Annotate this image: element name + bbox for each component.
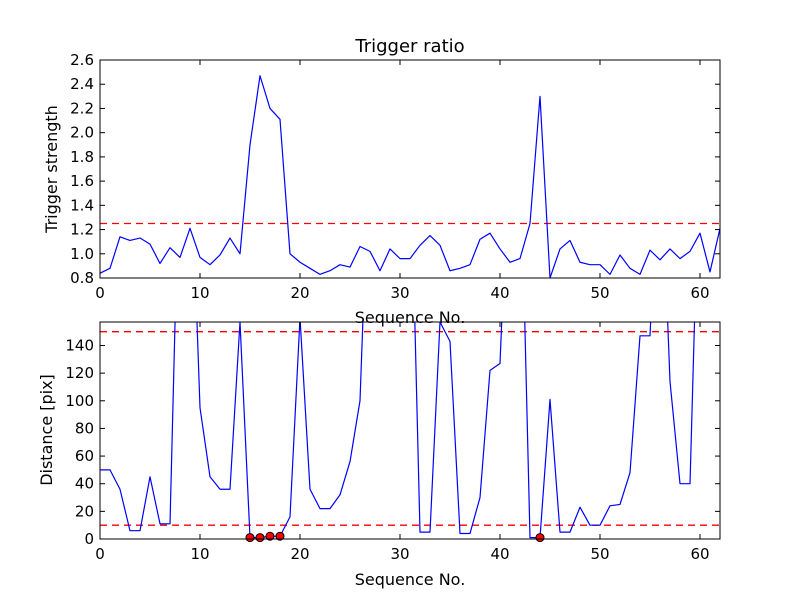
chart-title: Trigger ratio bbox=[354, 36, 464, 57]
y-tick-label: 100 bbox=[65, 392, 94, 410]
y-tick-label: 40 bbox=[75, 475, 94, 493]
series-line bbox=[100, 75, 720, 278]
highlight-point bbox=[265, 531, 275, 541]
highlight-point bbox=[255, 533, 265, 543]
y-tick-label: 1.4 bbox=[70, 196, 94, 214]
highlight-markers bbox=[245, 531, 545, 543]
x-tick-label: 50 bbox=[590, 284, 609, 302]
plot-frame bbox=[99, 321, 721, 540]
y-tick-label: 140 bbox=[65, 336, 94, 354]
y-tick-label: 120 bbox=[65, 364, 94, 382]
x-tick-label: 0 bbox=[95, 545, 105, 563]
y-tick-label: 80 bbox=[75, 419, 94, 437]
x-tick-label: 30 bbox=[390, 284, 409, 302]
y-tick-label: 20 bbox=[75, 502, 94, 520]
y-tick-label: 0.8 bbox=[70, 269, 94, 287]
y-tick-label: 2.2 bbox=[70, 99, 94, 117]
data-lines bbox=[100, 75, 720, 278]
x-tick-label: 40 bbox=[490, 284, 509, 302]
threshold-lines bbox=[100, 331, 720, 526]
x-tick-label: 10 bbox=[190, 284, 209, 302]
y-tick-label: 2.4 bbox=[70, 75, 94, 93]
axis-ticks: 0 10 20 30 40 50 60 0 20 40 60 80 100 120 140 bbox=[65, 322, 720, 563]
distance-panel: Sequence No. Distance [pix] 0 10 20 30 40 50 6… bbox=[37, 321, 721, 589]
x-tick-label: 0 bbox=[95, 284, 105, 302]
y-tick-label: 60 bbox=[75, 447, 94, 465]
highlight-point bbox=[535, 533, 545, 543]
x-tick-label: 20 bbox=[290, 284, 309, 302]
y-tick-label: 1.6 bbox=[70, 172, 94, 190]
y-tick-label: 2.6 bbox=[70, 51, 94, 69]
y-tick-label: 2.0 bbox=[70, 124, 94, 142]
x-tick-label: 30 bbox=[390, 545, 409, 563]
series-line bbox=[100, 322, 696, 539]
y-tick-label: 1.8 bbox=[70, 148, 94, 166]
y-axis-label: Trigger strength bbox=[42, 105, 61, 234]
highlight-point bbox=[275, 531, 285, 541]
x-tick-label: 60 bbox=[690, 284, 709, 302]
y-tick-label: 0 bbox=[84, 530, 94, 548]
y-tick-label: 1.0 bbox=[70, 245, 94, 263]
trigger-ratio-panel: Trigger ratio Sequence No. Trigger stren… bbox=[42, 36, 721, 327]
axis-ticks: 0 10 20 30 40 50 60 0.8 1.0 1.2 1.4 1.6 1.8 2.0 2.2 2.4… bbox=[70, 51, 720, 302]
x-axis-label: Sequence No. bbox=[355, 308, 466, 327]
x-axis-label: Sequence No. bbox=[355, 570, 466, 589]
x-tick-label: 20 bbox=[290, 545, 309, 563]
plot-frame bbox=[99, 59, 721, 279]
x-tick-label: 50 bbox=[590, 545, 609, 563]
x-tick-label: 10 bbox=[190, 545, 209, 563]
highlight-point bbox=[245, 533, 255, 543]
x-tick-label: 40 bbox=[490, 545, 509, 563]
x-tick-label: 60 bbox=[690, 545, 709, 563]
y-tick-label: 1.2 bbox=[70, 221, 94, 239]
y-axis-label: Distance [pix] bbox=[37, 374, 56, 486]
data-lines bbox=[100, 322, 696, 539]
